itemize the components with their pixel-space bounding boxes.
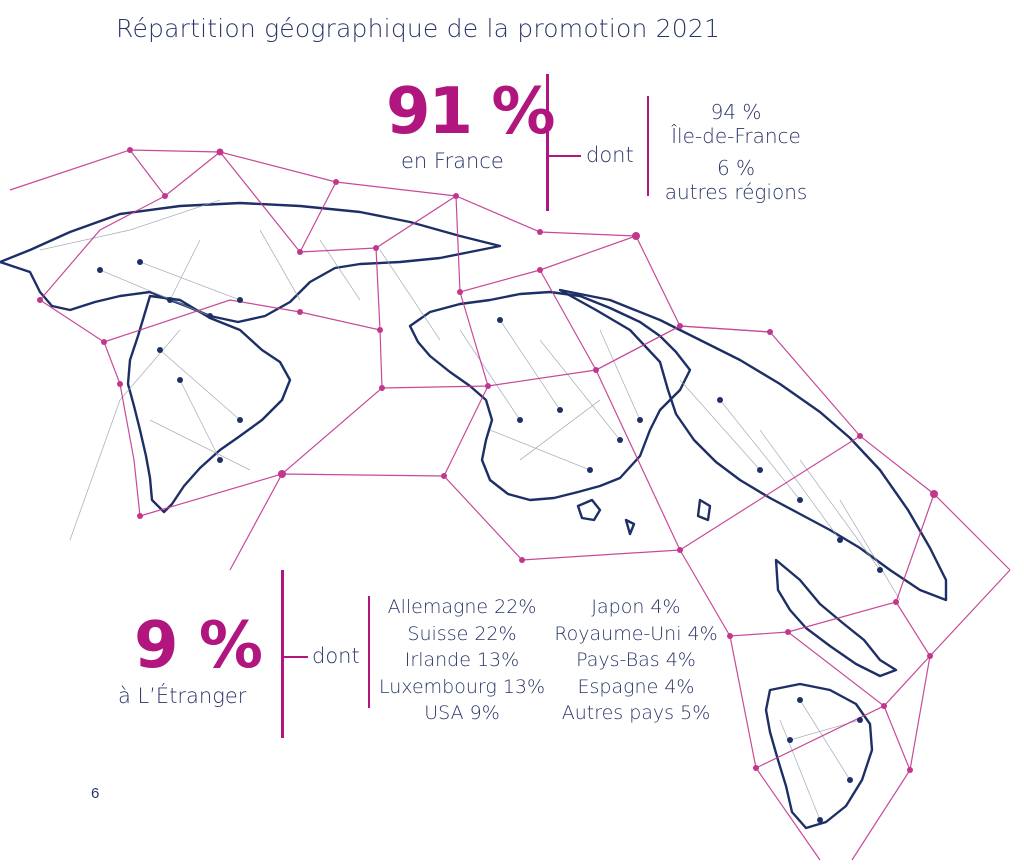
france-connector (549, 155, 581, 157)
country-item: Luxembourg 13% (378, 675, 546, 698)
idf-label: Île-de-France (671, 124, 801, 148)
other-regions-label: autres régions (664, 180, 808, 204)
abroad-connector (284, 656, 308, 658)
madagascar-outline (576, 498, 602, 522)
countries-column-1: Allemagne 22% Suisse 22% Irlande 13% Lux… (378, 594, 546, 727)
france-breakdown-divider (647, 96, 649, 196)
country-item: Espagne 4% (577, 675, 695, 698)
france-divider (546, 74, 549, 211)
abroad-percentage: 9 % (134, 609, 263, 683)
asia-outline (558, 288, 948, 602)
australia-outline (764, 682, 874, 830)
countries-column-2: Japon 4% Royaume-Uni 4% Pays-Bas 4% Espa… (552, 594, 720, 727)
page-number: 6 (91, 785, 100, 802)
abroad-label: à L’Étranger (118, 684, 247, 708)
island-outline (624, 518, 636, 536)
abroad-countries-divider (368, 596, 370, 708)
country-item: USA 9% (424, 702, 500, 724)
page-title: Répartition géographique de la promotion… (116, 14, 721, 43)
france-dont-label: dont (586, 143, 634, 167)
country-item: Pays-Bas 4% (576, 649, 696, 671)
france-percentage: 91 % (386, 75, 555, 149)
north-america-outline (0, 201, 502, 324)
country-item: Royaume-Uni 4% (554, 622, 718, 645)
france-breakdown: 94 % Île-de-France 6 % autres régions (656, 100, 816, 204)
idf-value: 94 % (710, 100, 762, 124)
other-regions-value: 6 % (716, 156, 756, 180)
country-item: Autres pays 5% (561, 702, 711, 724)
country-item: Suisse 22% (407, 622, 517, 645)
country-item: Japon 4% (591, 596, 681, 618)
france-label: en France (401, 149, 504, 173)
southeast-asia-outline (774, 558, 898, 678)
south-america-outline (126, 294, 292, 514)
country-item: Allemagne 22% (387, 596, 537, 618)
island-outline (696, 498, 712, 522)
abroad-dont-label: dont (312, 644, 360, 668)
europe-africa-outline (408, 290, 692, 502)
abroad-divider (281, 570, 284, 738)
country-item: Irlande 13% (404, 649, 520, 671)
